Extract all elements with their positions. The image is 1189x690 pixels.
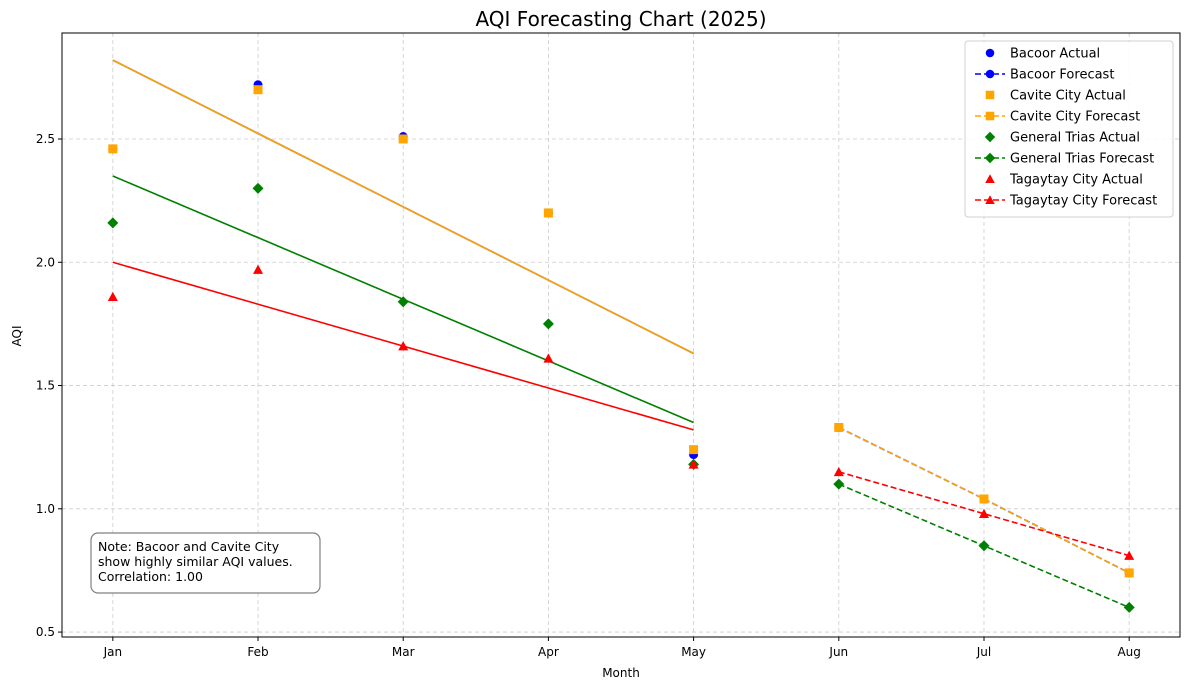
y-tick-label: 2.0 [36, 255, 55, 269]
trend-line-cavite-city-actual [112, 59, 694, 355]
y-tick-label: 1.0 [36, 502, 55, 516]
data-point-general-trias-forecast [978, 540, 990, 552]
x-tick-label-jan: Jan [103, 645, 123, 659]
data-point-cavite-city-actual [253, 85, 263, 95]
data-point-cavite-city-actual [398, 134, 408, 144]
x-tick-label-feb: Feb [247, 645, 268, 659]
legend-label-cavite-city-forecast: Cavite City Forecast [1010, 110, 1140, 125]
data-point-cavite-city-forecast [979, 494, 989, 504]
x-tick-label-may: May [681, 645, 706, 659]
forecast-line-tagaytay-city-forecast [838, 471, 1130, 557]
series-tagaytay-city-forecast [833, 466, 1135, 560]
legend-marker-general-trias-actual [984, 131, 996, 143]
data-point-tagaytay-city-forecast [833, 466, 844, 477]
data-point-general-trias-actual [542, 318, 554, 330]
y-tick-label: 0.5 [36, 625, 55, 639]
legend-label-bacoor-actual: Bacoor Actual [1010, 47, 1100, 62]
data-point-tagaytay-city-actual [688, 459, 699, 469]
data-point-tagaytay-city-forecast [1124, 550, 1135, 560]
note-line: show highly similar AQI values. [98, 554, 293, 569]
legend-label-bacoor-forecast: Bacoor Forecast [1010, 68, 1114, 83]
x-axis-label: Month [602, 666, 640, 680]
legend-marker-cavite-city-actual [985, 90, 995, 100]
x-tick-label-aug: Aug [1117, 645, 1140, 659]
series-layer [107, 80, 1135, 613]
legend-label-general-trias-forecast: General Trias Forecast [1010, 152, 1154, 167]
data-point-general-trias-actual [107, 217, 119, 229]
legend-marker-bacoor-actual [985, 48, 995, 58]
legend-marker-tagaytay-city-actual [985, 174, 995, 184]
legend-marker-cavite-city-forecast [985, 111, 995, 121]
data-point-cavite-city-actual [108, 144, 118, 154]
legend-box [964, 40, 1174, 218]
data-point-general-trias-actual [397, 296, 409, 308]
x-tick-label-apr: Apr [538, 645, 559, 659]
legend-label-tagaytay-city-actual: Tagaytay City Actual [1009, 173, 1143, 188]
data-point-tagaytay-city-forecast [978, 508, 989, 518]
y-tick-label: 2.5 [36, 132, 55, 146]
axis-layer: Jan Feb Mar Apr May Jun Jul Aug 0.5 1.0 1.5 2.0 2.5 [36, 132, 1141, 659]
plot-frame [61, 32, 1181, 638]
legend-marker-tagaytay-city-forecast [985, 195, 995, 205]
x-tick-label-mar: Mar [392, 645, 415, 659]
legend-marker-general-trias-forecast [984, 152, 996, 164]
legend-label-general-trias-actual: General Trias Actual [1010, 131, 1140, 146]
data-point-tagaytay-city-actual [107, 291, 118, 302]
x-tick-label-jun: Jun [828, 645, 848, 659]
y-axis-label: AQI [10, 326, 24, 347]
data-point-general-trias-actual [252, 182, 264, 194]
series-cavite-city-actual [108, 85, 699, 455]
note-line: Correlation: 1.00 [98, 569, 203, 584]
legend: Bacoor Actual Bacoor Forecast Cavite City … [964, 40, 1174, 218]
legend-label-cavite-city-actual: Cavite City Actual [1010, 89, 1126, 104]
data-point-cavite-city-forecast [834, 422, 844, 432]
data-point-general-trias-forecast [1123, 601, 1135, 613]
chart-title: AQI Forecasting Chart (2025) [475, 7, 766, 31]
data-point-general-trias-forecast [833, 478, 845, 490]
x-tick-label-jul: Jul [976, 645, 991, 659]
forecast-line-cavite-city-forecast [838, 426, 1130, 574]
data-point-tagaytay-city-actual [543, 353, 554, 363]
data-point-tagaytay-city-actual [398, 341, 409, 351]
note-box-frame [90, 532, 321, 594]
legend-marker-bacoor-forecast [985, 69, 995, 79]
series-cavite-city-forecast [834, 422, 1134, 578]
legend-label-tagaytay-city-forecast: Tagaytay City Forecast [1009, 194, 1157, 209]
series-general-trias-forecast [833, 478, 1135, 613]
data-point-cavite-city-actual [543, 208, 553, 218]
data-point-tagaytay-city-actual [253, 264, 264, 274]
y-tick-label: 1.5 [36, 379, 55, 393]
data-point-cavite-city-forecast [1124, 568, 1134, 578]
series-tagaytay-city-actual [107, 264, 699, 469]
note-line: Note: Bacoor and Cavite City [98, 539, 280, 554]
data-point-cavite-city-actual [689, 445, 699, 455]
